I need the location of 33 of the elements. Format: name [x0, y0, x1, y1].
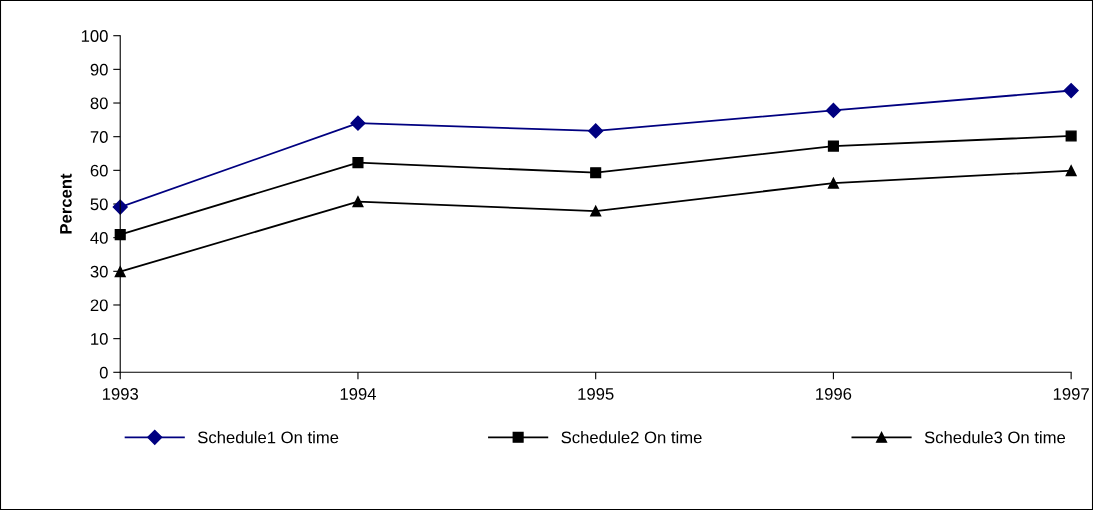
point [350, 115, 366, 131]
point [1065, 165, 1077, 177]
x-tick-label: 1994 [340, 388, 377, 400]
point [827, 140, 839, 152]
point [590, 205, 602, 217]
x-tick-label: 1993 [102, 388, 139, 400]
point [825, 102, 841, 118]
y-tick-label: 40 [90, 232, 108, 244]
y-tick-label: 30 [90, 265, 108, 278]
x-tick-label: 1997 [1053, 388, 1089, 400]
y-tick-label: 60 [90, 164, 108, 177]
y-tick-label: 70 [90, 131, 108, 143]
point [1065, 130, 1077, 142]
y-tick-label: 0 [99, 366, 108, 379]
legend-label: Schedule1 On time [198, 431, 339, 444]
y-tick-label: 50 [90, 198, 108, 211]
x-tick-label: 1995 [578, 388, 614, 400]
y-tick-label: 90 [90, 63, 108, 76]
y-tick-label: 20 [90, 299, 108, 312]
point [590, 167, 602, 179]
legend-label: Schedule2 On time [561, 431, 702, 444]
y-tick-label: 100 [81, 30, 108, 42]
y-tick-label: 80 [90, 97, 108, 110]
y-axis-title: Percent [60, 173, 72, 234]
point [352, 196, 364, 208]
point [112, 199, 128, 215]
legend-label: Schedule3 On time [924, 431, 1066, 444]
x-tick-label: 1996 [816, 388, 852, 400]
point [827, 177, 839, 189]
y-tick-label: 10 [91, 333, 108, 345]
point [1063, 82, 1079, 99]
point [352, 157, 364, 169]
point [588, 123, 604, 139]
